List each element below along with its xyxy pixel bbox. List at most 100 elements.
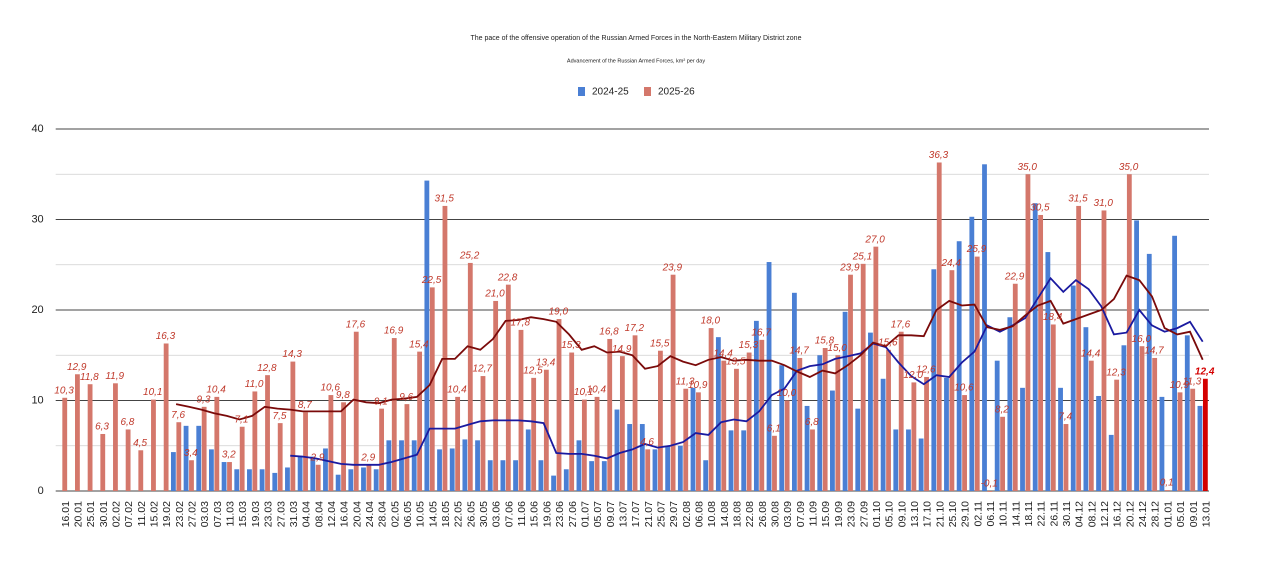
data-label: 25,9 [966,244,987,255]
x-tick-label: 19.09 [833,501,845,527]
bar [1164,490,1170,491]
bar [982,164,987,492]
bar [728,430,734,491]
bar [607,338,613,491]
bar [475,440,480,491]
bar [886,349,891,491]
data-label: 15,3 [561,340,581,351]
bar [75,374,80,491]
bar [247,469,252,491]
bar [614,409,620,491]
bar [708,328,714,491]
bar [569,352,575,491]
data-label: 25,2 [459,251,480,262]
data-label: 11,8 [80,372,99,383]
bar [315,464,321,491]
data-label: 8,7 [298,400,312,411]
data-label: 16,7 [751,328,771,339]
x-tick-label: 12.04 [326,501,338,527]
x-tick-label: 07.06 [503,501,515,527]
bar [721,360,727,491]
bar [753,320,759,491]
legend-label: 2024-25 [592,87,629,98]
data-label: 14,4 [713,348,733,359]
bar [962,395,967,491]
chart-title: The pace of the offensive operation of t… [471,35,802,42]
bar [868,332,873,491]
x-tick-label: 25.10 [947,501,959,527]
bar [665,445,671,491]
legend-label: 2025-26 [658,87,695,98]
x-tick-label: 09.01 [1188,501,1200,527]
x-tick-label: 15.09 [820,501,832,527]
bar [163,343,169,491]
data-label: 27,0 [864,234,885,245]
legend-swatch [578,87,585,96]
bar [183,425,189,491]
bar [1121,345,1127,491]
bar [1083,327,1089,491]
bar [589,461,595,491]
bar [1152,357,1158,491]
data-label: 31,5 [1068,194,1088,205]
data-label: 17,8 [511,318,531,329]
data-label: 15,8 [815,336,835,347]
bar [214,396,220,491]
x-tick-label: 20.04 [351,501,363,527]
x-tick-label: 19.02 [161,501,173,527]
bar [259,469,265,491]
data-label: 35,0 [1017,162,1037,173]
data-label: 22,8 [497,272,518,283]
bar [1184,335,1190,491]
bar [265,375,270,491]
bar [1146,253,1152,491]
data-label: 15,6 [878,337,898,348]
x-tick-label: 05.07 [592,501,604,527]
bar [493,300,499,491]
data-label: 11,9 [105,371,124,382]
bar [1159,396,1165,491]
bar [455,396,461,491]
x-tick-label: 02.02 [111,501,123,527]
data-label: 18,4 [1043,312,1063,323]
x-tick-label: 04.04 [301,501,313,527]
data-label: 10,0 [777,388,797,399]
bar [151,399,156,491]
bar [791,292,797,491]
data-label: 10,4 [206,385,226,396]
data-label: 10,3 [54,385,74,396]
bar [1088,360,1094,491]
data-label: -0,1 [981,479,998,490]
x-tick-label: 25.07 [655,501,667,527]
bar [404,404,410,491]
x-tick-label: 29.07 [668,501,680,527]
bar [994,360,1000,491]
data-label: 2,9 [360,452,375,463]
bar [1070,285,1076,491]
x-tick-label: 27.02 [187,501,199,527]
x-tick-label: 11.09 [808,501,820,527]
data-label: 3,2 [222,450,236,461]
x-tick-label: 28.04 [377,501,389,527]
x-tick-label: 23.06 [554,501,566,527]
bar [379,408,384,491]
x-tick-label: 27.09 [858,501,870,527]
bar [437,449,442,491]
x-tick-label: 01.01 [1162,501,1174,527]
data-label: 12,0 [903,370,923,381]
bar [703,460,709,491]
x-tick-label: 21.07 [643,501,655,527]
data-label: 3,4 [184,448,198,459]
bar [429,287,435,491]
bar [924,376,929,491]
bar [1032,203,1038,491]
data-label: 17,6 [891,319,911,330]
x-tick-label: 28.12 [1150,501,1162,527]
bar [936,162,942,492]
bar [487,460,493,491]
bar [873,246,879,491]
bar [855,408,861,491]
bar [417,351,423,491]
bar [239,426,245,491]
data-label: 10,6 [320,383,340,394]
